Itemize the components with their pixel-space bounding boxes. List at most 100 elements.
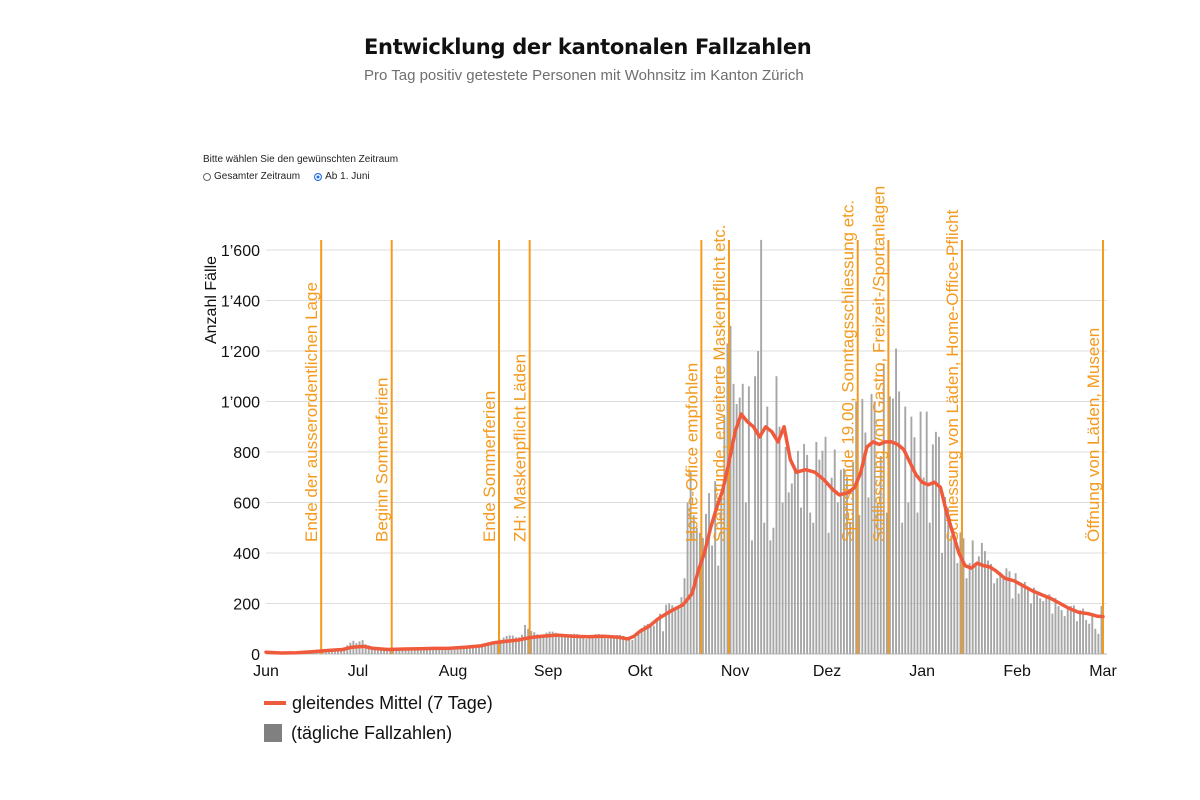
daily-bar xyxy=(999,572,1002,654)
daily-bar xyxy=(1011,598,1014,654)
timerange-selector: Bitte wählen Sie den gewünschten Zeitrau… xyxy=(203,154,398,182)
daily-bar xyxy=(938,436,940,654)
daily-bar xyxy=(775,376,778,654)
daily-bar xyxy=(990,563,993,654)
daily-bar xyxy=(904,406,907,654)
daily-bar xyxy=(459,645,462,654)
x-tick-label: Jul xyxy=(348,663,368,680)
daily-bar xyxy=(1060,610,1063,654)
legend-bar-swatch xyxy=(264,724,282,742)
daily-bar xyxy=(364,644,367,654)
moving-average-line xyxy=(264,412,1105,655)
daily-bar xyxy=(591,635,594,654)
daily-bar xyxy=(1051,613,1054,654)
daily-bar xyxy=(821,450,824,654)
daily-bar xyxy=(398,648,401,654)
daily-bar xyxy=(800,507,802,654)
daily-bar xyxy=(772,527,775,654)
daily-bar xyxy=(922,477,925,654)
radio-full-range[interactable] xyxy=(203,172,211,181)
daily-bar xyxy=(885,512,888,654)
daily-bar xyxy=(576,634,579,654)
daily-bar xyxy=(708,493,710,654)
daily-bar xyxy=(873,401,876,654)
daily-bar xyxy=(803,444,806,654)
daily-bar xyxy=(521,634,523,654)
daily-bar xyxy=(1097,633,1100,654)
daily-bar xyxy=(573,633,576,654)
daily-bar xyxy=(984,551,986,654)
daily-bar xyxy=(511,635,514,654)
timerange-prompt: Bitte wählen Sie den gewünschten Zeitrau… xyxy=(203,154,399,165)
daily-bar xyxy=(839,469,842,654)
daily-bar xyxy=(487,642,490,654)
legend-line-label: gleitendes Mittel (7 Tage) xyxy=(292,692,493,713)
daily-bar xyxy=(554,632,557,654)
daily-bar xyxy=(993,583,996,654)
daily-bar xyxy=(462,645,465,654)
daily-bar xyxy=(542,634,545,654)
daily-bar xyxy=(925,411,928,654)
daily-bar xyxy=(1008,571,1011,654)
daily-bar xyxy=(959,532,962,654)
daily-bar xyxy=(496,642,499,654)
radio-from-june[interactable] xyxy=(314,172,323,181)
annotation-label: Ende der ausserordentlichen Lage xyxy=(302,282,321,542)
y-tick-label: 1’600 xyxy=(221,243,260,260)
daily-bar xyxy=(640,627,643,654)
daily-bar xyxy=(824,436,827,654)
daily-bar xyxy=(741,383,744,654)
daily-bar xyxy=(456,646,459,654)
daily-bar xyxy=(655,620,658,654)
daily-bar xyxy=(812,522,815,654)
daily-bar xyxy=(695,527,698,654)
daily-bar xyxy=(864,432,867,654)
daily-bar xyxy=(928,522,931,654)
daily-bar xyxy=(1066,609,1069,654)
x-tick-label: Sep xyxy=(534,663,563,680)
daily-bar xyxy=(1079,610,1081,654)
option-from-june[interactable]: Ab 1. Juni xyxy=(314,171,370,182)
x-tick-label: Dez xyxy=(813,663,841,680)
daily-bar xyxy=(698,532,701,654)
daily-bar xyxy=(472,646,474,654)
daily-bar xyxy=(465,646,468,654)
x-axis: Jun Jul Aug Sep Okt Nov Dez Jan Feb Mar xyxy=(253,663,1117,680)
option-from-june-label: Ab 1. Juni xyxy=(325,171,370,182)
daily-bar xyxy=(1030,603,1032,654)
daily-bar xyxy=(784,446,787,654)
daily-bar xyxy=(634,637,637,654)
y-tick-label: 0 xyxy=(251,647,260,664)
daily-bar xyxy=(888,396,891,654)
daily-bar xyxy=(738,397,741,654)
daily-bar xyxy=(934,431,937,654)
daily-bar xyxy=(962,538,965,654)
daily-bar xyxy=(548,631,551,654)
daily-bar xyxy=(919,411,922,654)
x-tick-label: Nov xyxy=(721,663,749,680)
daily-bar xyxy=(842,468,845,654)
annotation-label: Ende Sommerferien xyxy=(480,391,499,542)
daily-bar xyxy=(416,647,419,654)
daily-bar xyxy=(330,649,333,654)
daily-bar xyxy=(876,502,879,654)
daily-bar xyxy=(796,450,799,654)
option-full-range[interactable]: Gesamter Zeitraum xyxy=(203,171,300,182)
daily-bar xyxy=(849,522,852,654)
daily-bar xyxy=(806,454,809,654)
daily-bar xyxy=(616,635,618,654)
daily-bar xyxy=(787,492,790,654)
y-tick-label: 1’000 xyxy=(221,395,260,412)
daily-bar xyxy=(705,513,707,654)
daily-bar xyxy=(484,643,487,654)
daily-bar xyxy=(557,634,560,654)
daily-bar xyxy=(447,648,450,654)
daily-bar xyxy=(944,497,947,654)
daily-bar xyxy=(735,404,738,654)
daily-bar xyxy=(996,578,999,654)
legend-item-bars: (tägliche Fallzahlen) xyxy=(264,718,493,748)
daily-bar xyxy=(502,637,505,654)
daily-bar xyxy=(468,646,471,654)
daily-bar xyxy=(879,456,882,654)
y-tick-label: 1’200 xyxy=(221,344,260,361)
